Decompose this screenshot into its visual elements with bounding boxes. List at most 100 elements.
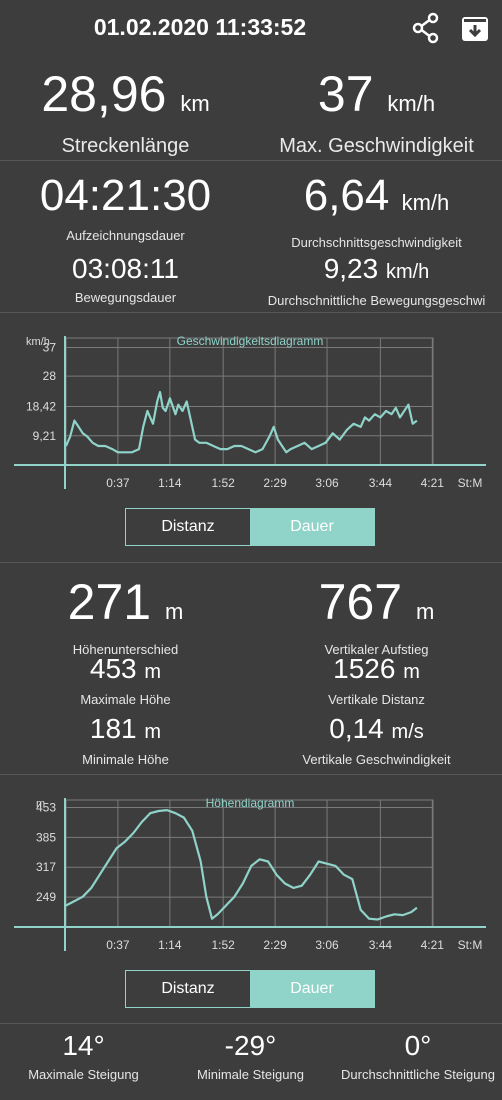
elevation-chart: Höhendiagramm m 249 317 385 453 0:37 1:14 1:52 2:… <box>14 796 486 952</box>
distance-label: Streckenlänge <box>61 135 190 157</box>
vertical-distance-stat: 1526 m Vertikale Distanz <box>251 653 502 707</box>
height-diff-unit: m <box>165 599 184 624</box>
avg-speed-stat: 6,64 km/h Durchschnittsgeschwindigkeit <box>251 171 502 251</box>
speed-toggle-distance[interactable]: Distanz <box>126 509 250 545</box>
distance-stat: 28,96 km Streckenlänge <box>0 66 251 158</box>
min-grade-label: Minimale Steigung <box>197 1067 304 1082</box>
max-height-unit: m <box>144 661 162 683</box>
avg-moving-speed-value: 9,23 <box>323 253 379 284</box>
divider <box>0 1023 502 1024</box>
max-speed-stat: 37 km/h Max. Geschwindigkeit <box>251 66 502 158</box>
min-height-stat: 181 m Minimale Höhe <box>0 713 251 767</box>
min-grade-value: -29° <box>224 1030 277 1061</box>
x-tick-label: 1:52 <box>212 476 236 490</box>
x-axis-label: St:M <box>458 476 483 490</box>
avg-moving-speed-unit: km/h <box>385 261 430 283</box>
divider <box>0 160 502 161</box>
distance-value: 28,96 <box>41 66 167 122</box>
chart-frame <box>65 337 434 466</box>
speed-chart-toggle: Distanz Dauer <box>125 508 375 546</box>
y-tick-label: 249 <box>36 890 56 904</box>
vertical-speed-stat: 0,14 m/s Vertikale Geschwindigkeit <box>251 713 502 767</box>
elevation-toggle-distance[interactable]: Distanz <box>126 971 250 1007</box>
x-tick-label: 3:06 <box>315 476 339 490</box>
max-speed-label: Max. Geschwindigkeit <box>279 135 474 157</box>
max-grade-stat: 14° Maximale Steigung <box>0 1030 167 1082</box>
x-tick-label: 0:37 <box>106 476 130 490</box>
elevation-chart-toggle: Distanz Dauer <box>125 970 375 1008</box>
recording-duration-stat: 04:21:30 Aufzeichnungsdauer <box>0 171 251 244</box>
avg-speed-label: Durchschnittsgeschwindigkeit <box>291 235 462 250</box>
x-tick-label: 1:14 <box>158 938 182 952</box>
speed-chart: Geschwindigkeitsdiagramm km/h 9,21 18,42 28 3… <box>14 334 486 490</box>
recording-datetime: 01.02.2020 11:33:52 <box>93 14 307 40</box>
divider <box>0 312 502 313</box>
x-tick-label: 0:37 <box>106 938 130 952</box>
vertical-distance-unit: m <box>403 661 420 683</box>
vertical-distance-value: 1526 <box>333 653 396 684</box>
save-icon[interactable] <box>461 16 489 42</box>
speed-toggle-duration[interactable]: Dauer <box>250 509 374 545</box>
y-tick-label: 453 <box>36 800 56 814</box>
x-tick-label: 1:14 <box>158 476 182 490</box>
x-tick-label: 2:29 <box>263 476 287 490</box>
x-tick-label: 2:29 <box>263 938 287 952</box>
series-line <box>64 390 418 454</box>
vertical-speed-unit: m/s <box>391 721 424 743</box>
min-height-unit: m <box>144 721 162 743</box>
avg-speed-unit: km/h <box>401 190 450 215</box>
avg-moving-speed-stat: 9,23 km/h Durchschnittliche Bewegungsges… <box>251 253 502 308</box>
chart-title: Geschwindigkeitsdiagramm <box>177 334 324 348</box>
height-diff-label: Höhenunterschied <box>72 642 179 657</box>
x-tick-label: 3:44 <box>369 938 393 952</box>
y-tick-label: 317 <box>36 860 56 874</box>
y-axis-label: m <box>36 798 45 810</box>
y-tick-label: 37 <box>43 341 57 355</box>
recording-duration-value: 04:21:30 <box>39 171 212 220</box>
max-grade-value: 14° <box>62 1030 105 1061</box>
avg-grade-value: 0° <box>404 1030 432 1061</box>
moving-duration-label: Bewegungsdauer <box>74 290 177 305</box>
x-tick-label: 4:21 <box>421 476 445 490</box>
vertical-ascent-label: Vertikaler Aufstieg <box>324 642 429 657</box>
divider <box>0 774 502 775</box>
height-diff-value: 271 <box>67 574 152 630</box>
max-grade-label: Maximale Steigung <box>28 1067 139 1082</box>
series-line <box>65 809 418 921</box>
vertical-distance-label: Vertikale Distanz <box>328 692 425 707</box>
x-tick-label: 4:21 <box>421 938 445 952</box>
x-tick-label: 3:06 <box>315 938 339 952</box>
max-speed-value: 37 <box>317 66 374 122</box>
vertical-speed-value: 0,14 <box>329 713 384 744</box>
vertical-speed-label: Vertikale Geschwindigkeit <box>302 752 451 767</box>
share-icon[interactable] <box>411 12 441 44</box>
vertical-ascent-stat: 767 m Vertikaler Aufstieg <box>251 574 502 657</box>
recording-duration-label: Aufzeichnungsdauer <box>66 228 185 243</box>
elevation-toggle-duration[interactable]: Dauer <box>250 971 374 1007</box>
avg-moving-speed-label: Durchschnittliche Bewegungsgeschwi <box>267 293 486 308</box>
moving-duration-value: 03:08:11 <box>72 253 179 284</box>
y-tick-label: 18,42 <box>26 400 56 414</box>
max-speed-unit: km/h <box>387 91 436 116</box>
max-height-value: 453 <box>89 653 137 684</box>
max-height-stat: 453 m Maximale Höhe <box>0 653 251 707</box>
height-diff-stat: 271 m Höhenunterschied <box>0 574 251 657</box>
distance-unit: km <box>180 91 210 116</box>
y-axis-label: km/h <box>26 336 50 348</box>
chart-title: Höhendiagramm <box>206 796 295 810</box>
x-tick-label: 3:44 <box>369 476 393 490</box>
avg-speed-value: 6,64 <box>303 171 390 220</box>
avg-grade-stat: 0° Durchschnittliche Steigung <box>334 1030 502 1082</box>
min-grade-stat: -29° Minimale Steigung <box>167 1030 334 1082</box>
avg-grade-label: Durchschnittliche Steigung <box>341 1067 495 1082</box>
chart-frame <box>65 799 434 928</box>
vertical-ascent-unit: m <box>416 599 435 624</box>
x-tick-label: 1:52 <box>212 938 236 952</box>
moving-duration-stat: 03:08:11 Bewegungsdauer <box>0 253 251 305</box>
min-height-label: Minimale Höhe <box>82 752 169 767</box>
header-bar: 01.02.2020 11:33:52 <box>0 0 502 58</box>
min-height-value: 181 <box>89 713 137 744</box>
max-height-label: Maximale Höhe <box>80 692 171 707</box>
x-axis-label: St:M <box>458 938 483 952</box>
y-tick-label: 385 <box>36 830 56 844</box>
